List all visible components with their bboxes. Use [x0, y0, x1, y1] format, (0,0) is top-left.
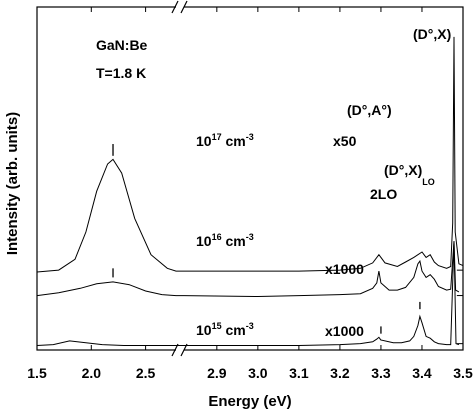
x-tick-label: 2.0	[82, 365, 102, 381]
y-axis-title: Intensity (arb. units)	[4, 112, 21, 255]
concentration-label: 1017 cm-3	[196, 132, 254, 149]
series-line-15	[36, 241, 460, 346]
axis-break-gap	[176, 1, 184, 13]
peak-markers	[112, 144, 421, 334]
scale-factor-label: x1000	[325, 261, 364, 277]
x-tick-label: 1.5	[27, 365, 47, 381]
text-layer: Energy (eV) Intensity (arb. units) GaN:Be T…	[4, 26, 451, 410]
x-axis-title: Energy (eV)	[208, 393, 291, 410]
scale-factor-label: x1000	[325, 323, 364, 339]
concentration-label: 1015 cm-3	[196, 321, 254, 338]
x-tick-label: 3.2	[330, 365, 350, 381]
sample-label: GaN:Be	[96, 37, 148, 53]
plot-border	[36, 6, 464, 351]
series-line-16	[36, 241, 460, 298]
temperature-label: T=1.8 K	[96, 65, 146, 81]
series-line-17	[36, 36, 464, 273]
peak-annotation: (D°,A°)	[347, 102, 392, 118]
x-tick-label: 2.9	[207, 365, 227, 381]
peak-annotation: (D°,X)	[413, 26, 451, 42]
x-tick-label: 3.0	[248, 365, 268, 381]
plot-frame	[36, 0, 464, 357]
x-tick-label: 3.1	[289, 365, 309, 381]
x-tick-label: 3.3	[371, 365, 391, 381]
x-tick-label: 3.4	[412, 365, 432, 381]
series-layer	[36, 36, 464, 346]
x-tick-label: 3.5	[453, 365, 473, 381]
scale-factor-label: x50	[333, 133, 357, 149]
x-tick-label: 2.5	[136, 365, 156, 381]
axis-break-slash	[171, 0, 179, 14]
axis-ticks: 1.5 2.0 2.5 2.9 3.0 3.1 3.2 3.3 3.4 3.5	[27, 7, 473, 381]
concentration-label: 1016 cm-3	[196, 232, 254, 249]
axis-break-slash	[180, 0, 188, 14]
axis-break-gap	[176, 344, 184, 356]
peak-annotation: (D°,X)LO	[384, 162, 435, 187]
peak-annotation: 2LO	[370, 186, 397, 202]
